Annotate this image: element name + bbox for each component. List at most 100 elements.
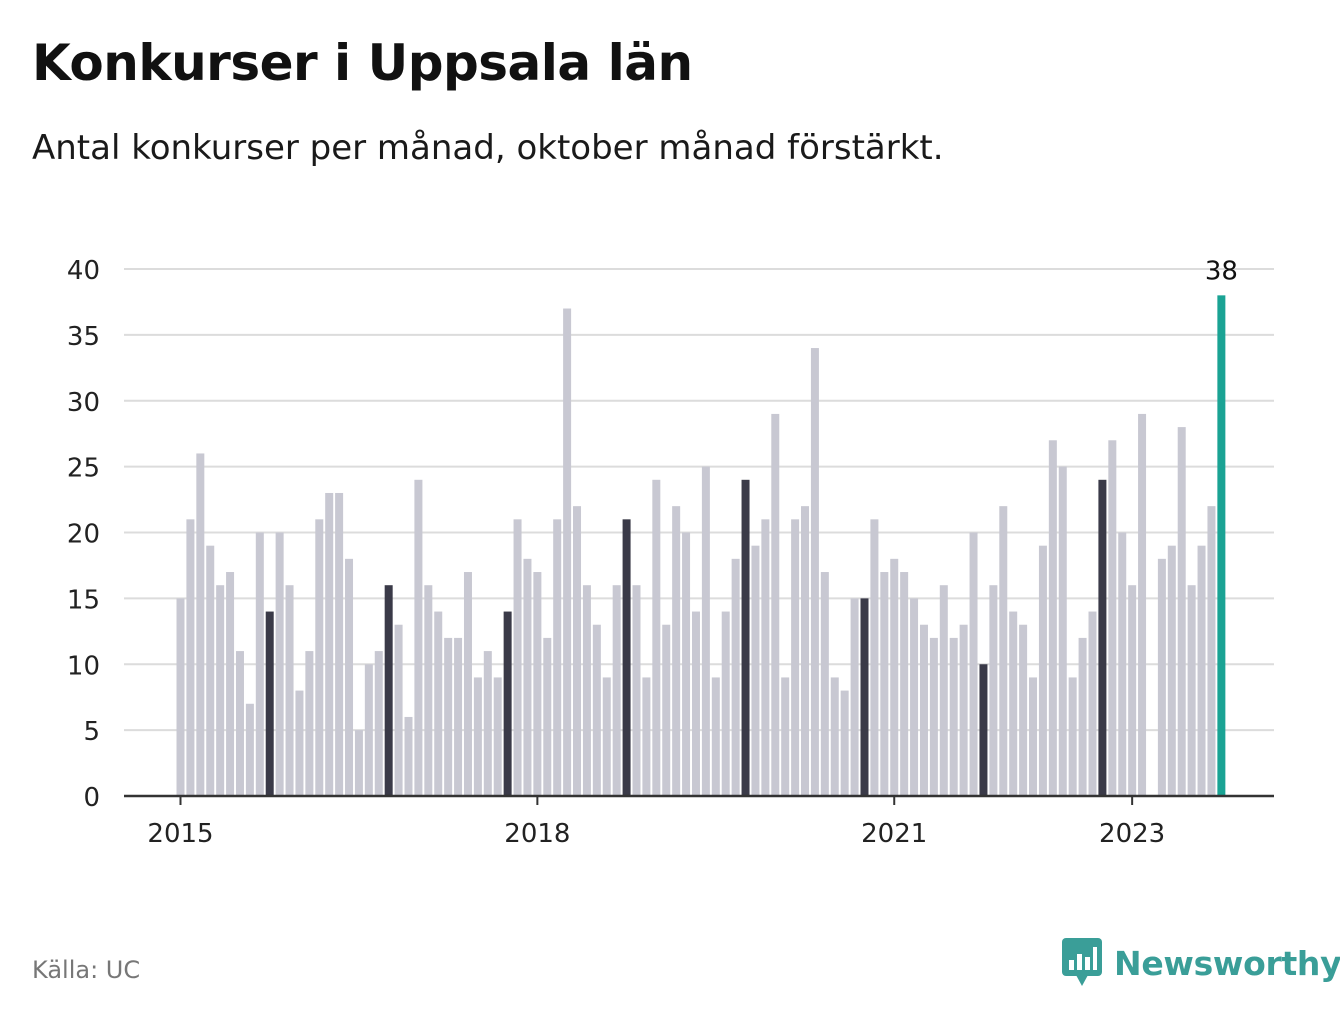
bar bbox=[1009, 611, 1018, 796]
bar bbox=[691, 611, 700, 796]
bar bbox=[939, 585, 948, 796]
bar bbox=[602, 677, 611, 796]
bar bbox=[553, 519, 562, 796]
bar bbox=[1177, 427, 1186, 796]
bar bbox=[919, 624, 928, 796]
bar bbox=[820, 572, 829, 796]
bar bbox=[860, 598, 869, 796]
y-tick-label: 10 bbox=[67, 651, 100, 681]
bar bbox=[414, 479, 423, 796]
bar bbox=[721, 611, 730, 796]
bar bbox=[761, 519, 770, 796]
bar bbox=[949, 637, 958, 796]
bar bbox=[573, 506, 582, 796]
source-note: Källa: UC bbox=[32, 956, 141, 984]
bar bbox=[563, 308, 572, 796]
bar bbox=[959, 624, 968, 796]
x-tick-label: 2021 bbox=[861, 819, 927, 849]
bar bbox=[1048, 440, 1057, 796]
bar bbox=[810, 348, 819, 796]
bar bbox=[216, 585, 225, 796]
bar bbox=[473, 677, 482, 796]
bar bbox=[622, 519, 631, 796]
bar bbox=[1197, 545, 1206, 796]
bar bbox=[642, 677, 651, 796]
bar bbox=[1058, 466, 1067, 796]
bar bbox=[503, 611, 512, 796]
bar bbox=[682, 532, 691, 796]
bar bbox=[791, 519, 800, 796]
bar bbox=[463, 572, 472, 796]
y-tick-label: 15 bbox=[67, 585, 100, 615]
chart-subtitle: Antal konkurser per månad, oktober månad… bbox=[32, 128, 944, 168]
bar bbox=[394, 624, 403, 796]
bar bbox=[1068, 677, 1077, 796]
bar bbox=[345, 558, 354, 796]
y-tick-label: 35 bbox=[67, 322, 100, 352]
bar bbox=[206, 545, 215, 796]
bar bbox=[711, 677, 720, 796]
bar bbox=[781, 677, 790, 796]
bar bbox=[265, 611, 274, 796]
bar bbox=[444, 637, 453, 796]
bar bbox=[929, 637, 938, 796]
bar bbox=[880, 572, 889, 796]
bar bbox=[354, 730, 363, 796]
bar bbox=[523, 558, 532, 796]
bar bbox=[364, 664, 373, 796]
bar bbox=[226, 572, 235, 796]
bar bbox=[1098, 479, 1107, 796]
bar bbox=[672, 506, 681, 796]
y-tick-label: 0 bbox=[83, 783, 100, 813]
bar bbox=[295, 690, 304, 796]
bar bbox=[1128, 585, 1137, 796]
bar bbox=[1207, 506, 1216, 796]
bar bbox=[1108, 440, 1117, 796]
data-label: 38 bbox=[1205, 256, 1238, 286]
bar bbox=[870, 519, 879, 796]
bar bbox=[771, 413, 780, 796]
bar bbox=[801, 506, 810, 796]
bar bbox=[335, 492, 344, 796]
brand-logo: Newsworthy bbox=[1062, 938, 1340, 988]
chart-title: Konkurser i Uppsala län bbox=[32, 34, 693, 92]
bar bbox=[404, 716, 413, 796]
bar bbox=[1118, 532, 1127, 796]
y-tick-label: 5 bbox=[83, 717, 100, 747]
bar bbox=[999, 506, 1008, 796]
bar bbox=[325, 492, 334, 796]
bar bbox=[434, 611, 443, 796]
bar bbox=[900, 572, 909, 796]
y-tick-label: 25 bbox=[67, 454, 100, 484]
bar bbox=[543, 637, 552, 796]
bar bbox=[989, 585, 998, 796]
bar bbox=[384, 585, 393, 796]
bar bbox=[285, 585, 294, 796]
x-tick-label: 2018 bbox=[504, 819, 570, 849]
bar bbox=[493, 677, 502, 796]
bar bbox=[840, 690, 849, 796]
bar bbox=[741, 479, 750, 796]
bar bbox=[483, 651, 492, 796]
bar bbox=[1167, 545, 1176, 796]
bar bbox=[275, 532, 284, 796]
bar bbox=[255, 532, 264, 796]
bar bbox=[1217, 295, 1226, 796]
brand-name: Newsworthy bbox=[1114, 943, 1340, 983]
bar bbox=[652, 479, 661, 796]
bar bbox=[910, 598, 919, 796]
y-tick-label: 30 bbox=[67, 388, 100, 418]
bar bbox=[890, 558, 899, 796]
x-tick-label: 2015 bbox=[147, 819, 213, 849]
bar bbox=[1019, 624, 1028, 796]
bar bbox=[1187, 585, 1196, 796]
bar bbox=[245, 703, 254, 796]
bar bbox=[731, 558, 740, 796]
bar bbox=[1157, 558, 1166, 796]
bar bbox=[969, 532, 978, 796]
bar bbox=[850, 598, 859, 796]
bar-chart: 0 5 10 15 20 25 30 35 40 38 2015 2018 2021 2023 bbox=[67, 256, 1274, 849]
bar bbox=[186, 519, 195, 796]
bar bbox=[454, 637, 463, 796]
bar bbox=[830, 677, 839, 796]
